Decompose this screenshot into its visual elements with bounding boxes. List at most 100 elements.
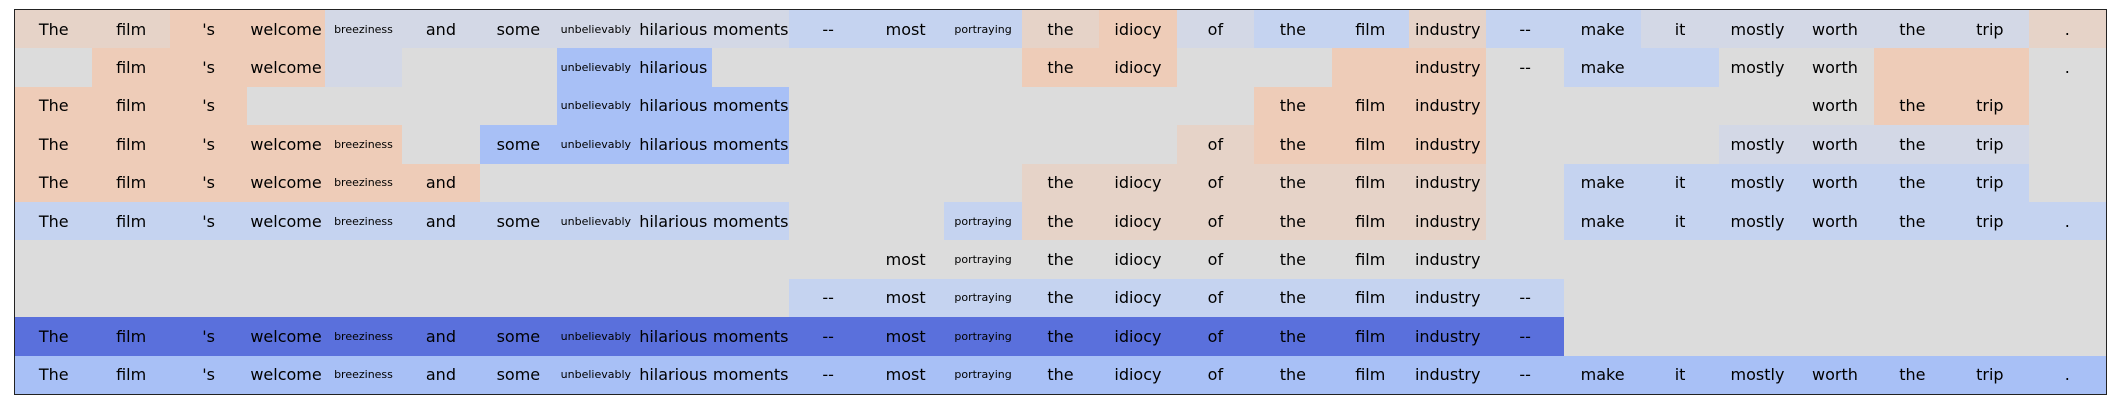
token-cell: film xyxy=(1331,163,1409,202)
token-cell: worth xyxy=(1796,125,1874,164)
token-cell xyxy=(1873,240,1952,279)
token-cell: The xyxy=(15,317,93,356)
token-cell xyxy=(324,278,403,318)
token-cell xyxy=(1951,278,2029,318)
token-cell: of xyxy=(1176,317,1255,356)
token-cell xyxy=(1718,317,1797,356)
token-cell xyxy=(15,278,93,318)
token-cell: hilarious xyxy=(634,202,712,241)
token-cell xyxy=(1563,278,1642,318)
token-cell: industry xyxy=(1408,86,1487,126)
token-cell: -- xyxy=(1486,10,1564,49)
token-attribution-grid: The film's welcome breeziness and some unbelie… xyxy=(14,9,2107,395)
token-cell: the xyxy=(1254,355,1332,394)
token-cell: -- xyxy=(789,10,867,49)
token-cell: the xyxy=(1873,10,1952,49)
token-cell xyxy=(634,278,712,318)
token-cell: and xyxy=(402,317,480,356)
token-cell: welcome xyxy=(247,355,325,394)
token-cell: mostly xyxy=(1718,355,1797,394)
token-cell xyxy=(169,278,248,318)
token-cell: of xyxy=(1176,202,1255,241)
token-cell xyxy=(2028,125,2106,164)
token-cell: film xyxy=(92,317,170,356)
token-cell: make xyxy=(1563,48,1642,87)
token-cell: of xyxy=(1176,125,1255,164)
token-cell xyxy=(1641,240,1719,279)
token-cell: unbelievably xyxy=(557,86,635,126)
token-cell: portraying xyxy=(944,355,1022,394)
token-cell: the xyxy=(1873,125,1952,164)
token-cell: moments xyxy=(711,355,790,394)
token-cell: most xyxy=(866,278,945,318)
token-cell: it xyxy=(1641,202,1719,241)
token-cell: -- xyxy=(789,355,867,394)
token-cell: some xyxy=(479,202,558,241)
token-cell xyxy=(1486,240,1564,279)
token-cell: trip xyxy=(1951,163,2029,202)
token-cell: mostly xyxy=(1718,125,1797,164)
token-cell: the xyxy=(1254,278,1332,318)
token-cell xyxy=(944,48,1022,87)
token-cell xyxy=(557,278,635,318)
token-cell: 's xyxy=(169,48,248,87)
token-cell: it xyxy=(1641,163,1719,202)
token-cell xyxy=(711,240,790,279)
token-cell: The xyxy=(15,355,93,394)
token-cell xyxy=(1641,86,1719,126)
token-cell: film xyxy=(92,355,170,394)
token-cell: the xyxy=(1021,317,1100,356)
token-cell: hilarious xyxy=(634,86,712,126)
token-cell xyxy=(1718,278,1797,318)
token-cell: most xyxy=(866,355,945,394)
token-cell: The xyxy=(15,10,93,49)
token-cell: mostly xyxy=(1718,48,1797,87)
token-cell: industry xyxy=(1408,317,1487,356)
token-cell xyxy=(2028,317,2106,356)
token-cell xyxy=(634,240,712,279)
token-cell: of xyxy=(1176,240,1255,279)
token-cell: moments xyxy=(711,86,790,126)
token-cell: breeziness xyxy=(324,202,403,241)
token-cell: film xyxy=(92,202,170,241)
token-cell: portraying xyxy=(944,317,1022,356)
token-cell: film xyxy=(1331,317,1409,356)
token-cell: idiocy xyxy=(1099,355,1177,394)
token-cell xyxy=(2028,86,2106,126)
token-cell: trip xyxy=(1951,10,2029,49)
token-cell: some xyxy=(479,355,558,394)
token-cell: film xyxy=(1331,278,1409,318)
token-cell xyxy=(866,48,945,87)
token-cell: trip xyxy=(1951,202,2029,241)
token-cell: breeziness xyxy=(324,163,403,202)
token-cell: mostly xyxy=(1718,163,1797,202)
token-cell: industry xyxy=(1408,163,1487,202)
token-cell xyxy=(866,86,945,126)
token-cell: film xyxy=(1331,86,1409,126)
token-cell: the xyxy=(1021,355,1100,394)
token-cell: breeziness xyxy=(324,125,403,164)
token-cell xyxy=(247,240,325,279)
token-cell xyxy=(1563,240,1642,279)
token-cell: moments xyxy=(711,125,790,164)
token-cell: 's xyxy=(169,125,248,164)
token-cell xyxy=(789,240,867,279)
token-cell: make xyxy=(1563,10,1642,49)
token-cell: idiocy xyxy=(1099,278,1177,318)
token-cell: idiocy xyxy=(1099,202,1177,241)
token-cell: 's xyxy=(169,10,248,49)
token-cell xyxy=(1641,317,1719,356)
token-cell xyxy=(1873,317,1952,356)
token-cell: unbelievably xyxy=(557,202,635,241)
token-cell: worth xyxy=(1796,355,1874,394)
token-cell xyxy=(1486,163,1564,202)
token-cell xyxy=(1563,317,1642,356)
token-cell: and xyxy=(402,355,480,394)
token-cell xyxy=(1254,48,1332,87)
token-cell xyxy=(479,163,558,202)
token-cell: The xyxy=(15,202,93,241)
token-cell xyxy=(1176,48,1255,87)
token-cell: it xyxy=(1641,10,1719,49)
token-cell xyxy=(789,125,867,164)
token-cell: welcome xyxy=(247,163,325,202)
